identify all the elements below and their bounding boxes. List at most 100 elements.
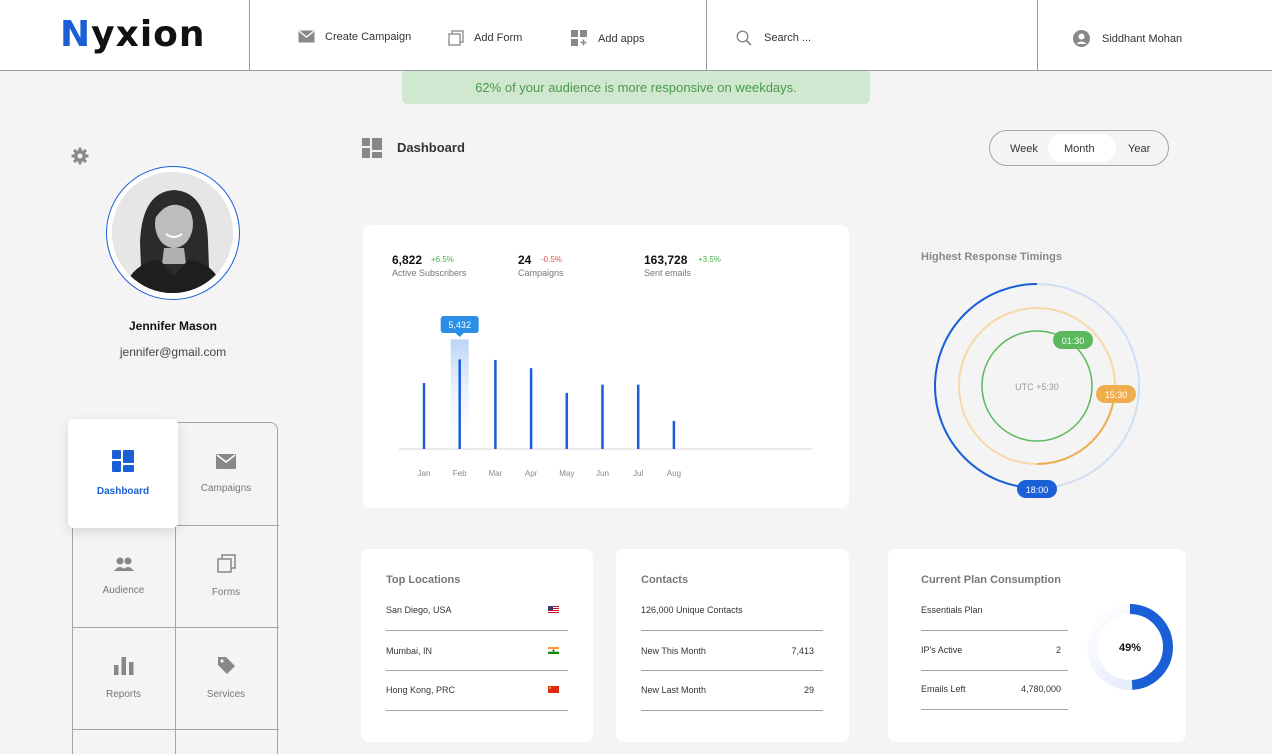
badge-label: 18:00	[1026, 485, 1049, 495]
plan-donut: 49%	[1087, 604, 1173, 690]
search-field[interactable]: Search ...	[736, 30, 811, 46]
menu-item-label: Campaigns	[200, 483, 252, 494]
search-placeholder: Search ...	[764, 32, 812, 44]
bar-aug[interactable]	[672, 420, 676, 449]
reports-icon	[113, 656, 133, 675]
user-avatar-icon	[1073, 30, 1090, 47]
logo[interactable]: Nyxion	[60, 14, 206, 55]
menu-item-label: Forms	[211, 587, 241, 598]
divider	[641, 710, 823, 711]
menu-item-label: Reports	[105, 688, 141, 700]
divider	[921, 709, 1068, 710]
card-title: Current Plan Consumption	[921, 574, 1061, 586]
card-title: Top Locations	[386, 574, 461, 586]
user-name: Siddhant Mohan	[1102, 32, 1183, 45]
x-tick-label: Apr	[525, 469, 538, 478]
insight-banner: 62% of your audience is more responsive …	[402, 71, 870, 104]
badge-1530	[1096, 385, 1136, 403]
profile-email: jennifer@gmail.com	[119, 345, 227, 359]
stat-label: Sent emails	[644, 268, 692, 278]
menu-item-label: Dashboard	[96, 486, 150, 497]
x-tick-label: Jun	[596, 469, 609, 478]
menu-item-reports[interactable]: Reports	[73, 627, 174, 729]
outer-ring-arc	[934, 283, 1038, 489]
plan-consumption-card: Current Plan Consumption Essentials Plan…	[888, 549, 1186, 742]
stat-value: 6,822	[392, 253, 423, 267]
menu-item-campaigns[interactable]: Campaigns	[175, 423, 277, 525]
x-tick-label: May	[559, 469, 574, 478]
dashboard-header-icon	[362, 138, 382, 163]
page-title: Dashboard	[397, 140, 465, 155]
contacts-row-value: 7,413	[791, 646, 814, 656]
menu-item-services[interactable]: Services	[175, 627, 277, 729]
x-tick-label: Feb	[453, 469, 467, 478]
menu-item-audience[interactable]: Audience	[73, 525, 174, 627]
profile-name: Jennifer Mason	[128, 319, 218, 333]
search-icon	[736, 30, 752, 46]
menu-item-label: Services	[206, 689, 246, 700]
badge-1800	[1017, 480, 1057, 498]
stat-value: 163,728	[644, 253, 688, 267]
add-apps-label: Add apps	[598, 32, 645, 45]
logo-first-letter: N	[60, 14, 92, 55]
create-campaign-button[interactable]: Create Campaign	[298, 30, 411, 43]
contacts-row-label: New Last Month	[641, 685, 707, 695]
inner-ring	[981, 330, 1093, 442]
settings-button[interactable]	[71, 147, 89, 170]
plan-row-value: 4,780,000	[1020, 684, 1061, 694]
divider	[921, 630, 1068, 631]
divider	[1037, 0, 1038, 70]
stat-value: 24	[518, 253, 532, 267]
mail-icon	[298, 30, 315, 43]
bar-may[interactable]	[565, 392, 569, 449]
donut-progress	[1087, 604, 1173, 690]
form-copy-icon	[448, 30, 464, 46]
gear-icon	[71, 147, 89, 165]
menu-item-dashboard[interactable]: Dashboard	[68, 419, 178, 528]
period-week[interactable]: Week	[1010, 143, 1038, 155]
response-timings-title: Highest Response Timings	[921, 251, 1062, 263]
contacts-row-label: New This Month	[641, 646, 706, 656]
overview-card: 6,822 +6.5% Active Subscribers 24 -0.5% …	[363, 225, 849, 508]
unique-contacts: 126,000 Unique Contacts	[641, 605, 743, 615]
divider	[641, 670, 823, 671]
plan-row-label: IP's Active	[921, 645, 963, 655]
dashboard-icon	[112, 450, 134, 472]
mail-icon	[216, 454, 236, 469]
add-form-label: Add Form	[474, 32, 523, 44]
badge-label: 15:30	[1105, 390, 1128, 400]
bar-jun[interactable]	[601, 384, 604, 449]
location-name: Mumbai, IN	[386, 646, 433, 656]
bar-tooltip	[440, 316, 479, 333]
bar-tooltip-pointer	[455, 333, 464, 337]
top-bar: Nyxion Create Campaign Add Form Add apps…	[0, 0, 1272, 71]
menu-item-forms[interactable]: Forms	[175, 525, 277, 627]
period-month[interactable]: Month	[1064, 143, 1095, 155]
bar-jul[interactable]	[636, 384, 640, 449]
plan-percent: 49%	[1119, 642, 1141, 654]
location-name: Hong Kong, PRC	[386, 685, 456, 695]
add-apps-button[interactable]: Add apps	[571, 30, 644, 47]
menu-item-label: Audience	[102, 584, 145, 596]
bar-apr[interactable]	[529, 368, 533, 449]
divider	[175, 525, 176, 754]
add-form-button[interactable]: Add Form	[448, 30, 522, 46]
period-year[interactable]: Year	[1128, 143, 1151, 155]
divider	[249, 0, 250, 70]
badge-label: 01:30	[1062, 336, 1085, 346]
bar-mar[interactable]	[494, 359, 497, 449]
bar-feb[interactable]	[458, 359, 461, 449]
divider	[641, 630, 823, 631]
divider	[706, 0, 707, 70]
bar-jan[interactable]	[422, 383, 426, 449]
user-menu[interactable]: Siddhant Mohan	[1073, 30, 1182, 47]
contacts-row-value: 29	[803, 685, 814, 695]
profile-avatar[interactable]	[106, 166, 240, 300]
china-flag-icon	[548, 686, 559, 693]
us-flag-icon	[548, 606, 559, 613]
stat-change: +6.5%	[431, 255, 454, 264]
logo-text: yxion	[91, 14, 206, 55]
create-campaign-label: Create Campaign	[325, 30, 412, 43]
response-timings-dial: UTC +5:30 01:30 15:30 18:00	[934, 283, 1140, 498]
x-tick-label: Aug	[667, 469, 681, 478]
